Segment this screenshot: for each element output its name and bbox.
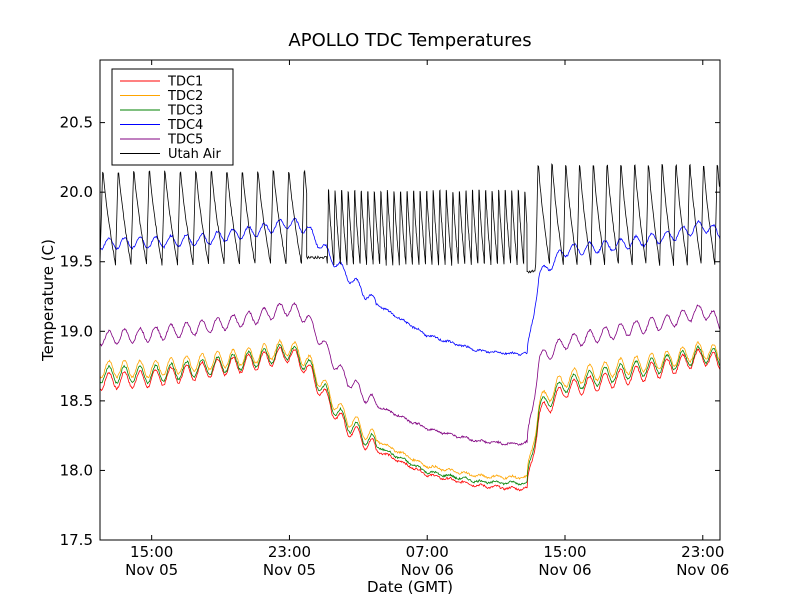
x-tick-date-label: Nov 05 — [125, 561, 178, 579]
series-line-tdc5 — [100, 301, 720, 446]
x-tick-date-label: Nov 06 — [401, 561, 454, 579]
legend-label: TDC4 — [167, 118, 203, 133]
plot-frame — [99, 59, 721, 541]
x-tick-time-label: 15:00 — [543, 543, 586, 561]
legend-label: TDC5 — [167, 133, 203, 148]
series-line-tdc2 — [100, 338, 720, 480]
y-axis-label: Temperature (C) — [39, 239, 57, 362]
x-tick-time-label: 07:00 — [406, 543, 449, 561]
x-tick-time-label: 15:00 — [130, 543, 173, 561]
y-tick-label: 20.5 — [60, 114, 93, 132]
y-tick-label: 19.0 — [60, 322, 93, 340]
legend-label: TDC2 — [167, 89, 203, 104]
legend-label: TDC3 — [167, 104, 203, 119]
legend-box — [111, 68, 234, 166]
series-line-tdc1 — [100, 346, 720, 492]
series-line-tdc3 — [100, 343, 720, 486]
y-tick-label: 19.5 — [60, 253, 93, 271]
chart-title: APOLLO TDC Temperatures — [288, 30, 531, 51]
series-line-utah-air — [100, 163, 720, 274]
x-tick-date-label: Nov 06 — [538, 561, 591, 579]
y-tick-label: 18.0 — [60, 461, 93, 479]
x-tick-date-label: Nov 06 — [676, 561, 729, 579]
y-tick-label: 17.5 — [60, 531, 93, 549]
x-axis-label: Date (GMT) — [367, 578, 453, 596]
x-tick-time-label: 23:00 — [268, 543, 311, 561]
y-tick-label: 18.5 — [60, 392, 93, 410]
series-layer — [100, 163, 720, 492]
x-tick-time-label: 23:00 — [681, 543, 724, 561]
x-tick-date-label: Nov 05 — [263, 561, 316, 579]
y-axis-ticks: 17.5 18.0 18.5 19.0 19.5 20.0 20.5 — [60, 114, 720, 549]
legend-label: Utah Air — [168, 147, 221, 162]
legend-label: TDC1 — [167, 75, 203, 90]
y-tick-label: 20.0 — [60, 183, 93, 201]
